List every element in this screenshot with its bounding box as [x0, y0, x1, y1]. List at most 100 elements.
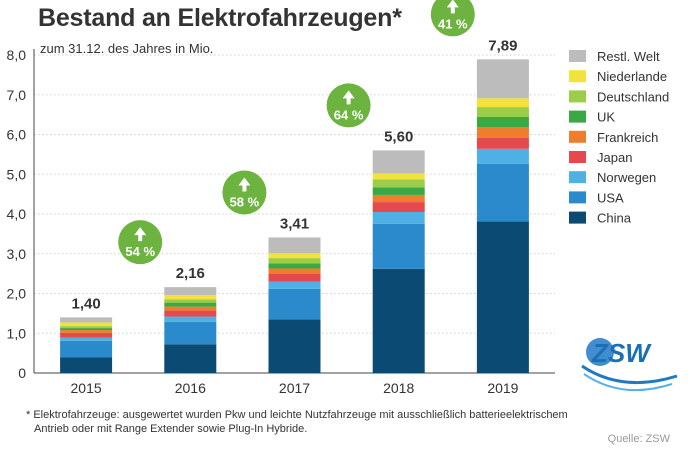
logo-swoosh	[583, 373, 673, 392]
y-tick-label: 7,0	[7, 87, 27, 103]
chart-subtitle: zum 31.12. des Jahres in Mio.	[40, 41, 214, 56]
bar-segment	[60, 328, 113, 331]
bar-segment	[60, 322, 113, 327]
total-label: 7,89	[488, 37, 517, 54]
bar-segment	[268, 319, 321, 373]
bar-segment	[372, 223, 425, 269]
growth-bubble	[326, 83, 371, 128]
y-tick-label: 5,0	[7, 166, 27, 182]
legend-swatch	[569, 50, 586, 62]
bar-segment	[372, 194, 425, 203]
growth-bubble	[118, 220, 163, 265]
bar-segment	[164, 299, 217, 303]
legend-label: USA	[597, 190, 624, 205]
x-tick-label: 2016	[175, 380, 206, 396]
arrow-up-icon	[446, 0, 459, 14]
legend-swatch	[569, 70, 586, 83]
logo-wordmark: ZSW	[591, 338, 652, 368]
legend-swatch	[569, 90, 586, 103]
legend-label: China	[597, 211, 632, 226]
bar-segment	[60, 317, 113, 323]
total-label: 3,41	[280, 215, 309, 232]
bar-segment	[268, 281, 321, 289]
bar-segment	[372, 150, 425, 174]
bar-segment	[268, 273, 321, 282]
arrow-up-icon	[134, 227, 147, 242]
bar-segment	[268, 237, 321, 254]
bar-segment	[268, 288, 321, 320]
bar-segment	[268, 253, 321, 259]
legend-swatch	[569, 171, 586, 184]
bar-segment	[372, 268, 425, 373]
footnote-line-2: Antrieb oder mit Range Extender sowie Pl…	[34, 423, 308, 435]
logo-globe	[586, 338, 614, 366]
bar-segment	[372, 187, 425, 195]
bar-segment	[476, 98, 529, 108]
bar-segment	[164, 321, 217, 345]
footnote-line-1: * Elektrofahrzeuge: ausgewertet wurden P…	[26, 409, 568, 421]
y-tick-label: 4,0	[7, 206, 27, 222]
bar-segment	[476, 117, 529, 128]
y-tick-label: 3,0	[7, 246, 27, 262]
logo-swoosh	[581, 364, 678, 385]
bar-segment	[60, 332, 113, 338]
legend-swatch	[569, 191, 586, 204]
bar-segment	[60, 326, 113, 329]
bar-segment	[60, 330, 113, 333]
bar-segment	[164, 302, 217, 307]
legend-label: Niederlande	[597, 69, 667, 84]
bar-segment	[372, 179, 425, 188]
chart-title: Bestand an Elektrofahrzeugen*	[38, 4, 402, 32]
legend-label: UK	[597, 110, 615, 125]
bar-segment	[476, 59, 529, 99]
growth-label: 54 %	[125, 244, 155, 259]
bar-segment	[164, 306, 217, 311]
legend-label: Japan	[597, 150, 632, 165]
growth-label: 64 %	[334, 107, 364, 122]
growth-label: 58 %	[230, 194, 260, 209]
arrow-up-icon	[342, 90, 355, 105]
source-note: Quelle: ZSW	[607, 433, 670, 445]
bar-segment	[476, 127, 529, 138]
bar-segment	[268, 268, 321, 274]
bar-segment	[372, 173, 425, 180]
bar-segment	[164, 295, 217, 300]
y-tick-label: 6,0	[7, 127, 27, 143]
bar-segment	[164, 344, 217, 373]
bar-segment	[476, 148, 529, 164]
bar-segment	[476, 107, 529, 118]
bar-segment	[60, 357, 113, 373]
bar-segment	[60, 337, 113, 341]
bar-segment	[60, 340, 113, 358]
bar-segment	[164, 287, 217, 296]
bar-segment	[476, 137, 529, 149]
y-tick-label: 0	[18, 365, 26, 381]
footnote: * Elektrofahrzeuge: ausgewertet wurden P…	[26, 408, 666, 436]
bar-segment	[164, 316, 217, 322]
y-tick-label: 1,0	[7, 325, 27, 341]
growth-bubble	[222, 170, 267, 215]
total-label: 2,16	[176, 265, 205, 282]
legend-label: Norwegen	[597, 170, 656, 185]
legend-label: Deutschland	[597, 89, 669, 104]
total-label: 1,40	[71, 295, 100, 312]
x-tick-label: 2015	[71, 380, 102, 396]
legend-swatch	[569, 151, 586, 163]
y-tick-label: 2,0	[7, 286, 27, 302]
bar-segment	[476, 163, 529, 222]
growth-bubble	[430, 0, 475, 37]
bar-segment	[268, 258, 321, 264]
arrow-up-icon	[238, 177, 251, 192]
legend-swatch	[569, 110, 586, 123]
bar-segment	[164, 310, 217, 317]
total-label: 5,60	[384, 128, 413, 145]
y-tick-label: 8,0	[7, 47, 27, 63]
x-tick-label: 2019	[487, 380, 518, 396]
bar-segment	[476, 221, 529, 373]
bar-segment	[372, 212, 425, 224]
stacked-bar-chart: 0 1,0 2,0 3,0 4,0 5,0 6,0 7,0 8,0 2015 1,40 2016 2,1…	[7, 0, 678, 396]
legend-swatch	[569, 130, 586, 143]
bar-segment	[372, 202, 425, 213]
bar-segment	[268, 263, 321, 269]
x-tick-label: 2018	[383, 380, 414, 396]
